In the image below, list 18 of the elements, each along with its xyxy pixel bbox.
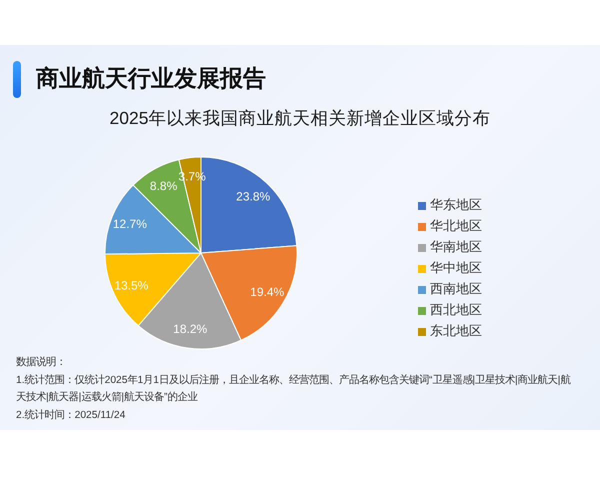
- data-label: 18.2%: [173, 322, 208, 336]
- text: 2.统计时间：2025/11/24: [16, 408, 126, 422]
- legend-label: 华北地区: [430, 218, 482, 233]
- chart-title: 商业航天行业发展报告: [36, 64, 266, 93]
- text: 1.统计范围：仅统计2025年1月1日及以后注册，且企业名称、经营范围、产品名称包含关键词“卫星遥感|卫星技术|商业航天|航天技术|航天器|运载火箭|航天设备”的企业: [16, 373, 572, 405]
- data-label: 12.7%: [112, 216, 148, 231]
- data-label: 8.8%: [150, 178, 178, 193]
- legend-label: 东北地区: [430, 323, 482, 338]
- data-label: 23.8%: [236, 190, 271, 204]
- legend-label: 华东地区: [430, 197, 482, 212]
- chart-subtitle: 2025年以来我国商业航天相关新增企业区域分布: [108, 107, 492, 130]
- legend-label: 华中地区: [430, 260, 482, 275]
- legend-label: 西南地区: [430, 281, 482, 296]
- data-label: 19.4%: [250, 284, 285, 299]
- text: 数据说明：: [16, 356, 67, 370]
- legend-label: 华南地区: [430, 239, 482, 254]
- data-label: 13.5%: [114, 278, 149, 292]
- legend-label: 西北地区: [430, 302, 482, 317]
